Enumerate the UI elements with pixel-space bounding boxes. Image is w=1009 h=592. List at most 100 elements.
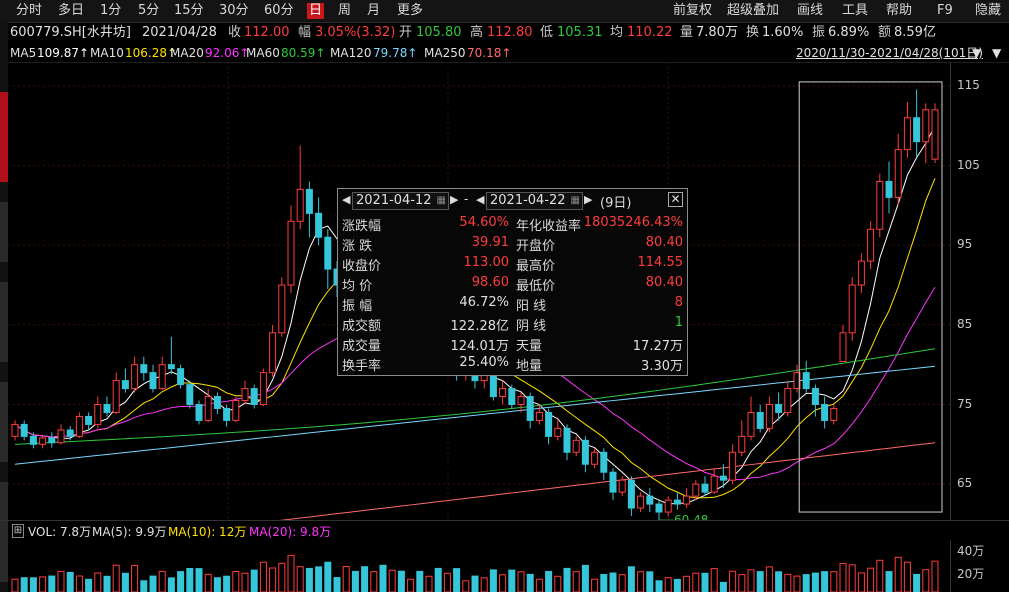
- toolbar-menu-item[interactable]: 帮助: [886, 3, 913, 18]
- candle[interactable]: [802, 372, 810, 390]
- candle[interactable]: [177, 368, 185, 386]
- candle[interactable]: [48, 437, 56, 444]
- candle[interactable]: [259, 372, 267, 406]
- left-tab[interactable]: [0, 202, 8, 262]
- candle[interactable]: [11, 423, 19, 437]
- period-tab[interactable]: 30分: [219, 3, 249, 18]
- candle[interactable]: [269, 332, 277, 374]
- candle[interactable]: [103, 404, 111, 413]
- period-tab[interactable]: 1分: [100, 3, 122, 18]
- candle[interactable]: [775, 404, 783, 413]
- period-tab[interactable]: 多日: [58, 3, 85, 18]
- candle[interactable]: [186, 384, 194, 406]
- candle[interactable]: [489, 372, 497, 398]
- candle[interactable]: [609, 471, 617, 493]
- period-tab[interactable]: 分时: [16, 3, 43, 18]
- candle[interactable]: [241, 388, 249, 402]
- candle[interactable]: [885, 180, 893, 198]
- candle[interactable]: [876, 180, 884, 230]
- candle[interactable]: [867, 228, 875, 262]
- candle[interactable]: [94, 404, 102, 425]
- candle[interactable]: [517, 396, 525, 406]
- candle[interactable]: [784, 388, 792, 413]
- candle[interactable]: [581, 439, 589, 465]
- candle[interactable]: [692, 483, 700, 497]
- candle[interactable]: [112, 380, 120, 413]
- candle[interactable]: [894, 149, 902, 198]
- candle[interactable]: [167, 364, 175, 370]
- period-tab[interactable]: 60分: [264, 3, 294, 18]
- candle[interactable]: [913, 117, 921, 143]
- candle[interactable]: [830, 407, 838, 421]
- left-tab-active[interactable]: [0, 92, 8, 182]
- candle[interactable]: [903, 117, 911, 151]
- candle[interactable]: [563, 427, 571, 453]
- candle[interactable]: [655, 503, 663, 513]
- candle[interactable]: [821, 404, 829, 421]
- candle[interactable]: [232, 400, 240, 421]
- candle[interactable]: [315, 212, 323, 238]
- dropdown-icon[interactable]: ▼: [972, 46, 982, 60]
- candle[interactable]: [508, 388, 516, 406]
- toolbar-menu-item[interactable]: F9: [937, 3, 953, 18]
- period-tab[interactable]: 日: [307, 3, 325, 19]
- candle[interactable]: [811, 388, 819, 406]
- toolbar-menu-item[interactable]: 画线: [797, 3, 824, 18]
- candle[interactable]: [922, 109, 930, 143]
- candle[interactable]: [848, 284, 856, 334]
- candle[interactable]: [526, 396, 534, 421]
- candle[interactable]: [618, 479, 626, 493]
- end-date-field[interactable]: 2021-04-22 ▦: [486, 192, 583, 210]
- candle[interactable]: [20, 423, 28, 437]
- close-icon[interactable]: ✕: [668, 192, 683, 207]
- candle[interactable]: [747, 411, 755, 437]
- candle[interactable]: [296, 188, 304, 222]
- candle[interactable]: [683, 495, 691, 505]
- end-prev-arrow-icon[interactable]: ◀: [476, 193, 485, 206]
- left-tab[interactable]: [0, 382, 8, 462]
- toolbar-menu-item[interactable]: 超级叠加: [727, 3, 780, 18]
- period-tab[interactable]: 15分: [174, 3, 204, 18]
- candle[interactable]: [701, 483, 709, 493]
- candle[interactable]: [250, 388, 258, 406]
- candle[interactable]: [278, 284, 286, 334]
- candle[interactable]: [554, 427, 562, 437]
- candle[interactable]: [637, 495, 645, 509]
- candle[interactable]: [627, 479, 635, 509]
- candle[interactable]: [857, 260, 865, 286]
- candle[interactable]: [572, 439, 580, 453]
- candle[interactable]: [646, 495, 654, 505]
- candle[interactable]: [140, 364, 148, 374]
- candle[interactable]: [85, 415, 93, 425]
- candle[interactable]: [710, 475, 718, 493]
- candle[interactable]: [535, 411, 543, 421]
- candle[interactable]: [793, 372, 801, 390]
- candle[interactable]: [121, 380, 129, 390]
- period-tab[interactable]: 更多: [397, 3, 424, 18]
- candle[interactable]: [719, 475, 727, 481]
- start-prev-arrow-icon[interactable]: ◀: [342, 193, 351, 206]
- candle[interactable]: [499, 388, 507, 398]
- toolbar-menu-item[interactable]: 隐藏: [975, 3, 1002, 18]
- candle[interactable]: [195, 404, 203, 421]
- candle[interactable]: [839, 332, 847, 362]
- candle[interactable]: [545, 411, 553, 437]
- candle[interactable]: [756, 411, 764, 429]
- candle[interactable]: [673, 499, 681, 505]
- candle[interactable]: [324, 236, 332, 270]
- candle[interactable]: [75, 415, 83, 437]
- candle[interactable]: [213, 396, 221, 409]
- candle[interactable]: [738, 435, 746, 453]
- dropdown-icon[interactable]: ▼: [992, 46, 1002, 60]
- candle[interactable]: [131, 364, 139, 390]
- candle[interactable]: [305, 188, 313, 214]
- toolbar-menu-item[interactable]: 前复权: [673, 3, 713, 18]
- candle[interactable]: [765, 404, 773, 429]
- candle[interactable]: [66, 429, 74, 437]
- interval-selection-box[interactable]: [798, 81, 943, 513]
- left-tab[interactable]: [0, 482, 8, 582]
- candle[interactable]: [729, 451, 737, 481]
- candle[interactable]: [158, 364, 166, 390]
- candle[interactable]: [287, 220, 295, 286]
- period-tab[interactable]: 周: [338, 3, 352, 18]
